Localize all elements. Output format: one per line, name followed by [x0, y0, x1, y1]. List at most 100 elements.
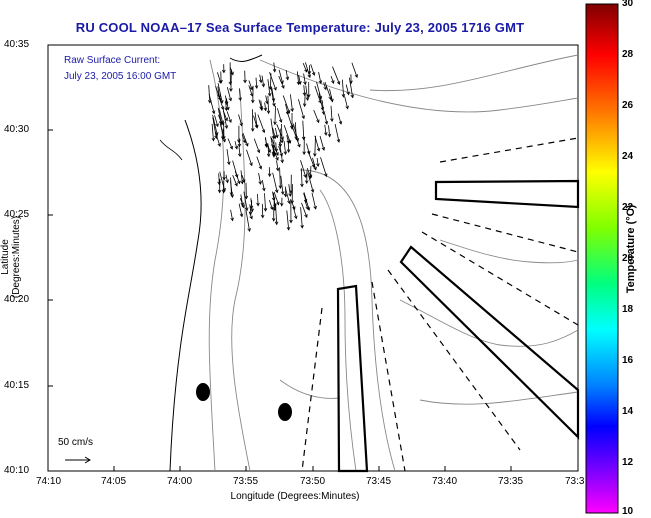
current-vector	[271, 87, 275, 102]
current-vector-head	[300, 183, 304, 188]
current-vector	[288, 184, 291, 197]
current-vector	[300, 168, 303, 187]
y-tick-label: 40:20	[4, 294, 30, 305]
current-vector-head	[324, 120, 329, 125]
current-vector	[257, 114, 265, 133]
current-vector	[255, 77, 258, 89]
current-vector-head	[303, 174, 307, 178]
current-vector	[226, 149, 230, 165]
current-vector	[324, 81, 332, 100]
current-vector	[241, 134, 246, 143]
current-vector-head	[275, 157, 279, 161]
current-vector-head	[225, 179, 229, 184]
current-vector-head	[237, 153, 242, 158]
current-vector-head	[286, 149, 291, 154]
current-vector	[271, 144, 279, 161]
current-vector-head	[249, 162, 253, 167]
current-vector	[218, 173, 220, 185]
current-vector-head	[316, 119, 320, 124]
current-vector	[245, 210, 250, 232]
current-vector-head	[331, 80, 335, 84]
current-vector-head	[275, 189, 279, 194]
current-vector-head	[243, 79, 247, 84]
current-vector-head	[271, 135, 276, 140]
current-vector	[269, 71, 277, 91]
current-vector	[312, 157, 317, 170]
y-tick-label: 40:25	[4, 209, 30, 220]
x-tick-label: 73:40	[432, 476, 458, 487]
y-tick-label: 40:10	[4, 465, 30, 476]
current-vector	[259, 74, 262, 83]
current-vector-head	[245, 142, 249, 147]
current-vector	[248, 211, 253, 219]
current-vector	[242, 132, 249, 147]
current-vector	[301, 202, 308, 218]
current-vector	[303, 73, 306, 85]
current-vector-head	[266, 110, 271, 115]
buoy-marker-2	[278, 403, 292, 421]
current-vector-head	[313, 166, 317, 171]
current-vector-head	[279, 152, 283, 157]
current-vector-head	[285, 76, 290, 81]
current-vector-head	[228, 81, 233, 86]
current-vector	[311, 192, 317, 209]
current-vector-head	[313, 153, 317, 157]
current-vector-head	[346, 91, 350, 96]
current-vector	[281, 123, 283, 143]
current-vector	[286, 210, 290, 230]
current-vector-head	[318, 99, 322, 104]
current-vector	[272, 191, 275, 201]
current-vector-head	[230, 217, 234, 222]
current-vector-head	[300, 225, 304, 229]
current-vector-head	[311, 164, 315, 169]
current-vector	[302, 120, 305, 140]
current-vector	[217, 83, 223, 103]
current-vector-head	[249, 215, 253, 220]
current-vector-head	[218, 97, 222, 101]
current-vector-head	[307, 74, 311, 79]
current-vector-head	[274, 221, 279, 226]
current-vector	[283, 125, 291, 144]
current-vector-head	[318, 80, 323, 85]
current-vector-head	[258, 79, 263, 84]
current-vector	[275, 203, 278, 225]
current-vector-head	[288, 193, 292, 197]
current-vector-head	[263, 107, 268, 112]
current-vector	[275, 128, 278, 138]
current-vector	[243, 191, 248, 211]
current-vector-head	[350, 94, 355, 99]
current-vector-head	[242, 139, 247, 144]
colorbar-tick: 28	[622, 49, 634, 60]
current-vector	[324, 124, 327, 136]
current-vector-head	[260, 214, 265, 219]
current-vector-head	[304, 68, 308, 73]
current-vector-head	[354, 74, 358, 78]
current-vector	[332, 66, 340, 85]
current-vector	[214, 115, 219, 127]
current-vector-head	[301, 115, 305, 120]
current-vector-head	[267, 149, 272, 154]
colorbar-title: Temperature (°C)	[625, 204, 637, 294]
current-vector	[344, 96, 349, 109]
current-vector-head	[323, 86, 327, 91]
current-vector	[230, 209, 233, 221]
y-axis-title: Latitude (Degrees:Minutes)	[0, 215, 22, 299]
current-vector	[222, 108, 228, 129]
current-vector	[229, 67, 234, 75]
current-vector-head	[302, 151, 306, 156]
bathymetry-contours	[208, 54, 579, 472]
current-vector-head	[273, 121, 277, 126]
current-vector	[226, 86, 232, 101]
current-vector-head	[321, 147, 326, 151]
current-vector	[261, 179, 265, 191]
current-vector	[316, 81, 322, 100]
current-vector-head	[228, 119, 232, 123]
current-vector-head	[250, 208, 254, 213]
current-vector-head	[264, 144, 269, 148]
figure-title: RU COOL NOAA–17 Sea Surface Temperature:…	[75, 20, 525, 35]
current-vector-head	[272, 68, 277, 73]
current-vector	[278, 69, 284, 84]
current-vector	[320, 157, 327, 177]
current-vector-head	[273, 86, 277, 91]
current-vector-head	[286, 140, 290, 144]
